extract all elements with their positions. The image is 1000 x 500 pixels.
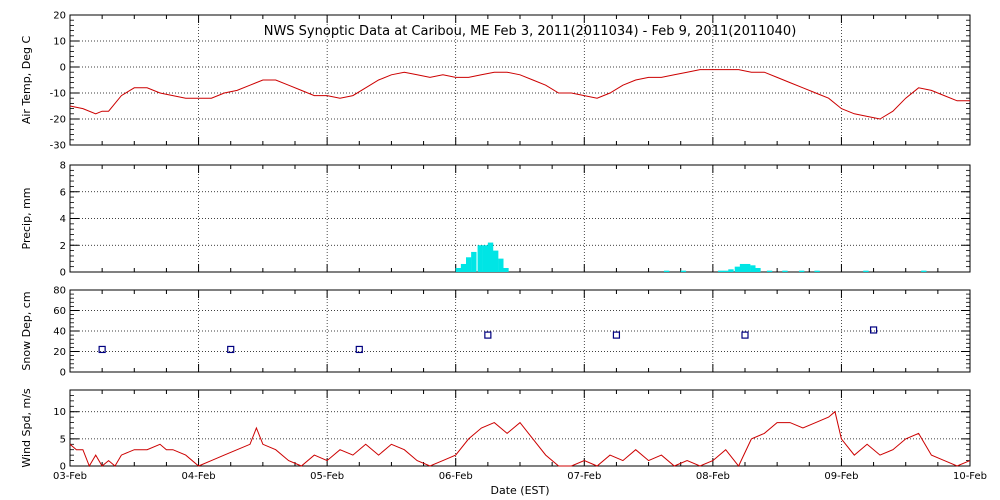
panel-precip: 0 2 4 6 8 Precip, mm [20,161,971,279]
snow-depth-point [741,331,749,339]
precip-bar [718,270,724,272]
x-tick-label: 07-Feb [567,471,601,482]
precip-bar [755,267,761,272]
precip-bar [799,270,805,272]
panel-air-temp: -30 -20 -10 0 10 20 Air Temp, Deg C [20,11,971,152]
y-tick-label: 0 [60,268,66,279]
panel-snow-depth: 0 20 40 60 80 Snow Dep, cm [20,286,971,379]
chart-panels: -30 -20 -10 0 10 20 Air Temp, Deg C 0 2 4 6 8 Precip… [20,11,987,483]
y-tick-label: 20 [53,11,66,22]
precip-bar [734,266,741,272]
precip-bar [477,245,483,272]
precip-bar [466,257,472,272]
precip-bar [745,263,751,272]
precip-bar [498,258,504,272]
y-tick-label: 80 [53,286,66,297]
x-axis-label: Date (EST) [490,484,549,497]
precip-bar [728,269,734,272]
snow-depth-point [227,345,235,354]
precip-bar [921,270,927,272]
y-axis-label: Wind Spd, m/s [20,388,33,468]
y-tick-label: 4 [60,214,66,225]
y-tick-label: 10 [53,37,66,48]
x-tick-label: 05-Feb [310,471,344,482]
precip-bar [680,270,687,272]
precip-bar [750,265,756,272]
precip-bar [503,267,509,272]
precip-bar [739,263,746,272]
y-tick-label: 40 [53,327,66,338]
snow-depth-point [869,326,878,334]
y-tick-label: 0 [60,368,66,379]
precip-bar [493,250,499,272]
x-tick-label: 09-Feb [824,471,858,482]
x-tick-label: 06-Feb [439,471,473,482]
y-tick-label: -30 [50,141,66,152]
y-tick-label: 8 [60,161,66,172]
y-tick-label: -10 [50,89,66,100]
snow-depth-point [98,345,106,354]
y-tick-label: 0 [60,462,66,473]
y-axis-label: Snow Dep, cm [20,291,33,370]
precip-bar [482,245,489,272]
x-tick-label: 10-Feb [953,471,987,482]
precip-bar [664,270,670,272]
y-tick-label: 20 [53,347,66,358]
x-tick-label: 03-Feb [53,471,87,482]
precip-bar [814,270,820,272]
precip-bar [460,263,467,272]
y-tick-label: 0 [60,63,66,74]
x-tick-label: 08-Feb [696,471,730,482]
x-tick-label: 04-Feb [182,471,216,482]
y-axis-label: Precip, mm [20,188,33,250]
precip-bar [471,251,477,272]
y-tick-label: -20 [50,115,66,126]
y-tick-label: 10 [53,407,66,418]
precip-bar [455,267,462,272]
precip-bar [766,270,773,272]
chart-title: NWS Synoptic Data at Caribou, ME Feb 3, … [264,24,797,39]
snow-depth-point [612,331,621,339]
precip-bar [782,270,788,272]
series-line-wind-speed [69,410,971,468]
y-tick-label: 5 [60,434,66,445]
precip-bar [723,270,729,272]
y-tick-label: 60 [53,306,66,317]
y-tick-label: 6 [60,187,66,198]
snow-depth-point [355,345,363,354]
y-axis-label: Air Temp, Deg C [20,36,33,125]
panel-frame [69,389,971,467]
precip-bar [487,242,494,272]
snow-depth-point [484,331,492,339]
series-line-air-temp [69,69,970,120]
precip-bar [863,270,869,272]
y-tick-label: 2 [60,241,66,252]
panel-wind-speed: 0 5 10 Wind Spd, m/s [20,388,971,473]
